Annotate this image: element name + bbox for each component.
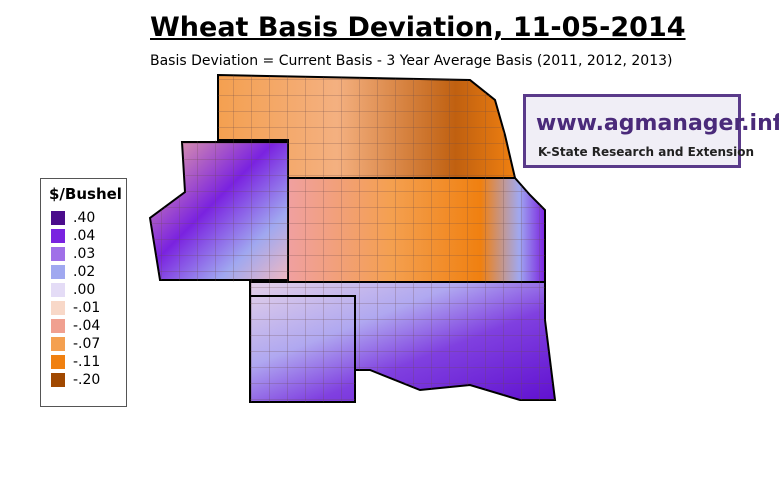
legend-swatch <box>51 283 65 297</box>
legend-row: -.04 <box>51 317 126 335</box>
legend-items: .40 .04 .03 .02 .00 -.01 -.04 -.07 -.11 -.20 <box>41 209 126 389</box>
legend-swatch <box>51 355 65 369</box>
legend-swatch <box>51 211 65 225</box>
legend-row: .40 <box>51 209 126 227</box>
legend-label: -.11 <box>73 354 101 370</box>
legend-label: .04 <box>73 228 96 244</box>
legend-swatch <box>51 337 65 351</box>
legend-label: .00 <box>73 282 96 298</box>
legend-row: .04 <box>51 227 126 245</box>
texas-panhandle-border <box>250 295 356 370</box>
legend-row: .00 <box>51 281 126 299</box>
legend-label: -.04 <box>73 318 101 334</box>
legend-label: -.20 <box>73 372 101 388</box>
legend-swatch <box>51 373 65 387</box>
legend: $/Bushel .40 .04 .03 .02 .00 -.01 -.04 -.07 -.11… <box>40 178 127 407</box>
legend-swatch <box>51 265 65 279</box>
legend-label: .03 <box>73 246 96 262</box>
legend-row: -.07 <box>51 335 126 353</box>
subtitle: Basis Deviation = Current Basis - 3 Year… <box>150 53 673 69</box>
states <box>148 73 557 403</box>
legend-label: .40 <box>73 210 96 226</box>
title: Wheat Basis Deviation, 11-05-2014 <box>150 12 686 43</box>
legend-swatch <box>51 319 65 333</box>
legend-row: -.01 <box>51 299 126 317</box>
legend-swatch <box>51 229 65 243</box>
legend-title: $/Bushel <box>49 185 122 203</box>
logo-org: K-State Research and Extension <box>538 145 755 159</box>
legend-row: .02 <box>51 263 126 281</box>
legend-label: -.01 <box>73 300 101 316</box>
legend-label: .02 <box>73 264 96 280</box>
legend-row: .03 <box>51 245 126 263</box>
legend-label: -.07 <box>73 336 101 352</box>
logo: www.agmanager.info K-State Research and … <box>523 94 779 168</box>
legend-row: -.20 <box>51 371 126 389</box>
legend-row: -.11 <box>51 353 126 371</box>
legend-swatch <box>51 247 65 261</box>
legend-swatch <box>51 301 65 315</box>
logo-url: www.agmanager.info <box>536 111 779 136</box>
counties <box>150 75 555 402</box>
